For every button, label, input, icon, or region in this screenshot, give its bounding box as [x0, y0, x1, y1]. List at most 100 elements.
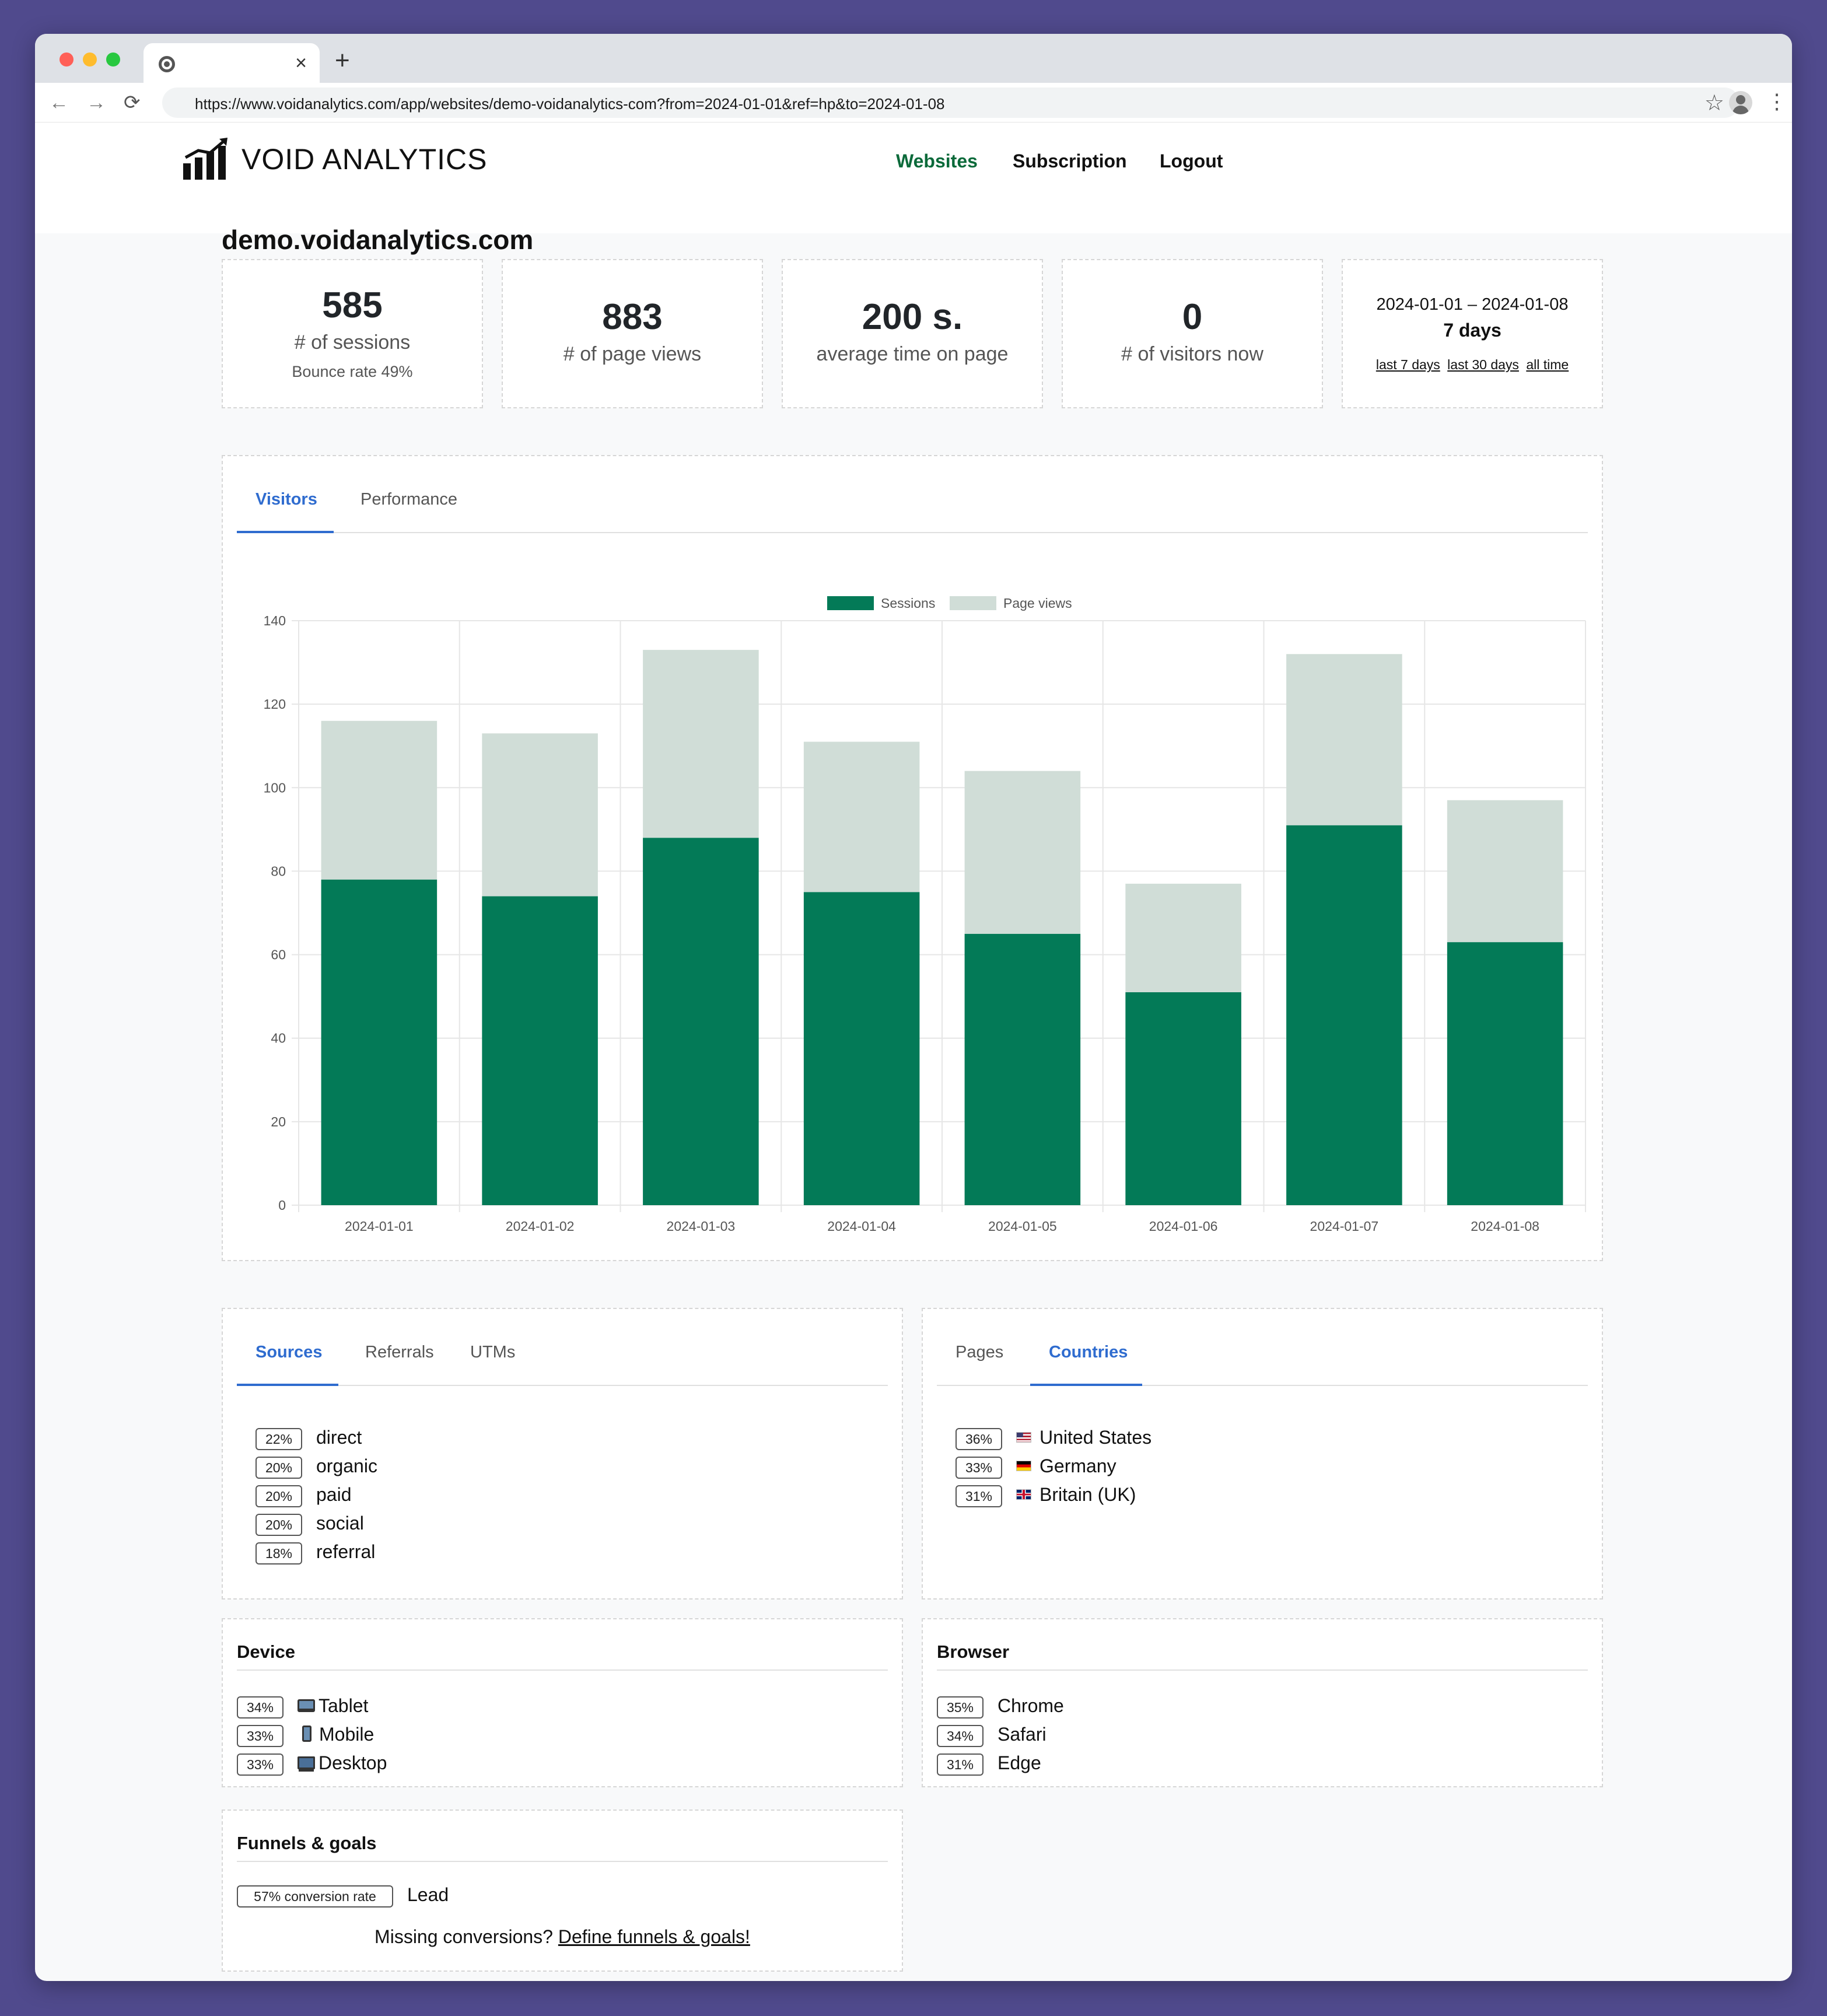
browser-stats-card: Browser 35% Chrome 34% Safari 31% Edge — [922, 1618, 1603, 1787]
tab-utms[interactable]: UTMs — [470, 1343, 516, 1362]
missing-conversions-message: Missing conversions? Define funnels & go… — [223, 1926, 902, 1948]
window-minimize-dot[interactable] — [83, 52, 97, 66]
device-title-rule — [237, 1670, 888, 1671]
percent-badge: 34% — [237, 1696, 284, 1718]
tab-countries[interactable]: Countries — [1049, 1343, 1128, 1362]
chrome-favicon-icon — [159, 56, 175, 72]
y-tick-label: 100 — [264, 780, 286, 795]
desktop-monitor-icon — [298, 1756, 315, 1769]
y-tick-label: 0 — [278, 1198, 286, 1213]
device-row-content: Tablet — [298, 1695, 368, 1717]
y-tick-label: 80 — [271, 863, 286, 878]
define-funnels-link[interactable]: Define funnels & goals! — [558, 1926, 750, 1947]
browser-menu-icon[interactable]: ⋮ — [1766, 89, 1787, 113]
missing-conversions-text: Missing conversions? — [374, 1926, 553, 1947]
list-item-label: direct — [316, 1427, 362, 1448]
bar-sessions — [643, 838, 759, 1205]
pageviews-label: # of page views — [563, 343, 702, 365]
brand-name[interactable]: VOID ANALYTICS — [242, 143, 488, 176]
bar-chart-logo-icon[interactable] — [183, 138, 229, 180]
tab-referrals[interactable]: Referrals — [365, 1343, 434, 1362]
back-arrow-icon[interactable]: ← — [49, 92, 69, 114]
x-tick-label: 2024-01-08 — [1471, 1219, 1539, 1234]
browser-window: × + ← → ⟳ https://www.voidanalytics.com/… — [35, 34, 1792, 1981]
funnels-card: Funnels & goals 57% conversion rate Lead… — [222, 1810, 903, 1972]
range-links: last 7 days last 30 days all time — [1343, 357, 1602, 373]
browser-title: Browser — [937, 1642, 1010, 1662]
visitors-bar-chart: 0 20 40 60 80 100 120 140 2024-01-01 2024-01-02 20… — [264, 596, 1586, 1234]
x-tick-label: 2024-01-05 — [988, 1219, 1057, 1234]
all-time-link[interactable]: all time — [1526, 357, 1569, 372]
active-tab-indicator — [237, 531, 334, 533]
percent-badge: 35% — [937, 1696, 984, 1718]
percent-badge: 31% — [937, 1754, 984, 1776]
x-tick-label: 2024-01-04 — [827, 1219, 896, 1234]
list-item-label: Chrome — [998, 1695, 1064, 1716]
y-tick-label: 20 — [271, 1114, 286, 1129]
pageviews-card: 883 # of page views — [502, 259, 763, 408]
percent-badge: 31% — [956, 1485, 1002, 1507]
list-item-label: organic — [316, 1455, 377, 1476]
mobile-phone-icon — [302, 1726, 312, 1742]
bar-sessions — [964, 933, 1081, 1205]
x-tick-label: 2024-01-03 — [667, 1219, 736, 1234]
reload-icon[interactable]: ⟳ — [124, 92, 141, 114]
address-bar[interactable]: https://www.voidanalytics.com/app/websit… — [162, 88, 1740, 118]
nav-websites[interactable]: Websites — [896, 150, 978, 172]
x-tick-label: 2024-01-01 — [345, 1219, 414, 1234]
country-row-content: United States — [1016, 1427, 1152, 1448]
tab-sources[interactable]: Sources — [256, 1343, 323, 1362]
bookmark-star-icon[interactable]: ☆ — [1704, 91, 1724, 116]
percent-badge: 33% — [237, 1725, 284, 1747]
bounce-rate: Bounce rate 49% — [292, 363, 413, 380]
list-item-label: Tablet — [318, 1695, 369, 1716]
uk-flag-icon — [1016, 1489, 1031, 1500]
funnels-title: Funnels & goals — [237, 1833, 377, 1853]
pageviews-value: 883 — [602, 297, 663, 337]
goal-label: Lead — [407, 1884, 449, 1905]
device-title: Device — [237, 1642, 295, 1662]
new-tab-icon[interactable]: + — [335, 46, 350, 75]
chart-tabs-rule — [237, 532, 1588, 533]
list-item-label: Edge — [998, 1752, 1041, 1773]
browser-tab-strip: × + — [35, 34, 1792, 83]
list-item-label: referral — [316, 1541, 376, 1562]
list-item-label: Mobile — [319, 1724, 374, 1745]
date-range-card: 2024-01-01 – 2024-01-08 7 days last 7 da… — [1342, 259, 1603, 408]
browser-tab[interactable]: × — [144, 43, 320, 83]
percent-badge: 33% — [956, 1457, 1002, 1479]
sessions-value: 585 — [322, 285, 383, 326]
address-bar-url[interactable]: https://www.voidanalytics.com/app/websit… — [195, 95, 945, 113]
last-30-days-link[interactable]: last 30 days — [1447, 357, 1519, 372]
tab-pages[interactable]: Pages — [956, 1343, 1004, 1362]
time-on-page-value: 200 s. — [862, 297, 963, 337]
funnels-title-rule — [237, 1861, 888, 1862]
bar-page-views — [1286, 654, 1402, 825]
tab-performance[interactable]: Performance — [360, 490, 458, 509]
list-item-label: Britain (UK) — [1040, 1484, 1136, 1505]
tab-visitors[interactable]: Visitors — [256, 490, 317, 509]
site-header: VOID ANALYTICS Websites Subscription Log… — [35, 123, 1792, 233]
us-flag-icon — [1016, 1432, 1031, 1443]
time-on-page-label: average time on page — [816, 343, 1009, 365]
percent-badge: 36% — [956, 1428, 1002, 1450]
window-close-dot[interactable] — [60, 52, 74, 66]
profile-avatar-icon[interactable] — [1729, 91, 1752, 114]
percent-badge: 20% — [256, 1514, 302, 1536]
bar-page-views — [803, 741, 920, 892]
nav-logout[interactable]: Logout — [1160, 150, 1223, 172]
countries-tabs-rule — [937, 1385, 1588, 1386]
forward-arrow-icon[interactable]: → — [86, 92, 106, 114]
device-card: Device 34% Tablet 33% Mobile 33% Desktop — [222, 1618, 903, 1787]
date-range: 2024-01-01 – 2024-01-08 — [1376, 295, 1569, 314]
legend-label: Page views — [1003, 596, 1072, 611]
bar-page-views — [643, 650, 759, 838]
nav-subscription[interactable]: Subscription — [1013, 150, 1127, 172]
last-7-days-link[interactable]: last 7 days — [1376, 357, 1440, 372]
sources-tabs-rule — [237, 1385, 888, 1386]
tab-close-icon[interactable]: × — [295, 52, 307, 74]
window-maximize-dot[interactable] — [106, 52, 120, 66]
percent-badge: 33% — [237, 1754, 284, 1776]
browser-toolbar: ← → ⟳ https://www.voidanalytics.com/app/… — [35, 83, 1792, 123]
laptop-icon — [298, 1699, 315, 1712]
